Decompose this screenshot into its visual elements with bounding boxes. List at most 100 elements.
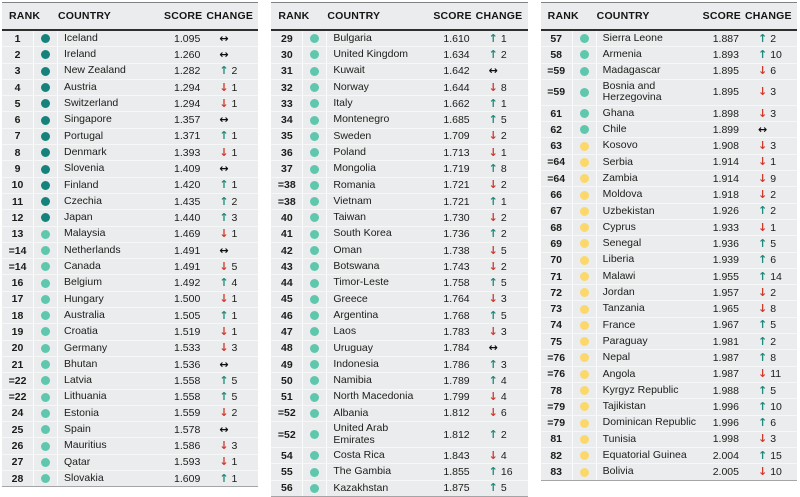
change-arrow-icon: ↑ [488,31,498,45]
tier-dot-cell [573,350,597,366]
change-value: 1 [231,456,238,469]
change-cell: ↑ 6 [743,417,797,429]
rank-cell: 24 [2,405,34,422]
tier-dot-cell [303,405,328,422]
country-cell: Mongolia [333,162,376,175]
rank-cell: =14 [2,242,34,259]
tier-dot-cell [34,31,58,47]
change-arrow-icon: ↑ [488,227,498,241]
score-cell: 1.981 [712,335,739,348]
country-cell: Senegal [602,237,642,250]
country-cell: South Korea [333,227,392,240]
change-cell: ↑ 5 [474,114,528,126]
peace-tier-dot-icon [310,360,320,370]
change-value: 5 [231,374,238,387]
peace-tier-dot-icon [579,87,589,97]
change-arrow-icon: ↓ [488,390,498,404]
tier-dot-cell [573,203,597,219]
country-cell: Austria [64,80,97,93]
tier-dot-cell [303,47,328,63]
peace-tier-dot-icon [579,272,589,281]
country-cell: Tajikistan [602,400,646,413]
change-cell: ↓ 3 [743,86,797,98]
rank-cell: 42 [271,242,304,259]
rank-cell: 66 [541,187,573,203]
rank-cell: 5 [2,96,34,112]
change-arrow-icon: ↑ [219,390,229,404]
rank-cell: 54 [271,448,304,464]
tier-dot-cell [34,291,58,308]
tier-dot-cell [34,340,58,356]
country-cell: Singapore [64,113,112,126]
change-value: 2 [500,130,507,143]
country-cell: Uzbekistan [602,204,655,217]
rank-cell: =22 [2,373,34,389]
rank-cell: 61 [541,105,573,122]
change-cell: ↓ 3 [204,342,258,354]
change-arrow-icon: ↑ [757,253,768,267]
score-cell: 1.685 [443,114,470,127]
peace-tier-dot-icon [310,99,320,109]
change-cell: ↑ 5 [743,238,797,250]
table-row: 26 Mauritius 1.586 ↓ 3 [2,438,259,455]
country-cell: Paraguay [602,334,648,347]
peace-tier-dot-icon [310,180,320,190]
score-cell: 1.933 [712,221,739,234]
change-arrow-icon: ↓ [219,145,229,159]
country-cell: Nepal [602,351,631,364]
table-row: 51 North Macedonia 1.799 ↓ 4 [271,389,528,406]
peace-tier-dot-icon [579,239,589,249]
peace-tier-dot-icon [41,376,50,386]
table-row: 81 Tunisia 1.998 ↓ 3 [540,431,797,449]
country-cell: Greece [333,292,368,305]
change-value: 10 [770,400,782,413]
score-cell: 1.533 [174,342,201,355]
peace-tier-dot-icon [310,164,320,174]
change-cell: ↑ 4 [474,375,528,387]
change-cell: ↓ 2 [743,287,797,299]
tier-dot-cell [303,79,328,96]
tier-dot-cell [34,145,58,161]
country-cell: Bhutan [64,357,98,370]
score-cell: 1.914 [712,172,739,185]
country-cell: Armenia [602,48,642,61]
country-cell: Qatar [64,455,91,468]
change-cell: ↑ 2 [204,65,258,77]
table-body: 1 Iceland 1.095 ↔ 2 Ireland 1.260 ↔ 3 New Zealand… [2,31,259,487]
rank-cell: 28 [2,471,34,487]
table-row: 35 Sweden 1.709 ↓ 2 [271,128,528,146]
ranking-table-column-2: RANK COUNTRY SCORE CHANGE 29 Bulgaria 1.61… [271,2,528,497]
change-value: 4 [231,277,238,290]
rank-cell: =52 [271,422,304,448]
score-cell: 1.898 [712,107,739,120]
country-cell: Italy [333,97,353,110]
country-cell: Sierra Leone [602,31,663,44]
table-row: 16 Belgium 1.492 ↑ 4 [2,275,259,292]
change-value: 15 [770,449,782,462]
tier-dot-cell [34,226,58,242]
country-cell: Bosnia and Herzegovina [602,79,662,104]
peace-tier-dot-icon [310,408,320,418]
change-value: 6 [770,65,777,78]
score-cell: 1.998 [712,433,739,446]
change-arrow-icon: ↑ [488,308,498,322]
rank-cell: 36 [271,145,304,161]
change-cell: ↓ 3 [204,440,258,452]
change-value: 1 [231,130,238,143]
score-cell: 1.294 [174,81,201,94]
country-cell: Poland [333,145,367,158]
change-value: 2 [500,48,507,61]
change-value: 5 [500,114,507,127]
score-cell: 1.936 [712,237,739,250]
table-row: 58 Armenia 1.893 ↑ 10 [540,47,797,64]
country-cell: Romania [333,178,376,191]
change-value: 6 [500,407,507,420]
rank-cell: 25 [2,422,34,438]
tier-dot-cell [303,464,328,480]
score-cell: 1.784 [443,342,470,355]
table-row: 28 Slovakia 1.609 ↑ 1 [2,471,258,487]
change-value: 5 [500,277,507,290]
score-cell: 1.662 [443,97,470,110]
score-cell: 1.593 [174,456,201,469]
rank-cell: 83 [541,464,573,480]
